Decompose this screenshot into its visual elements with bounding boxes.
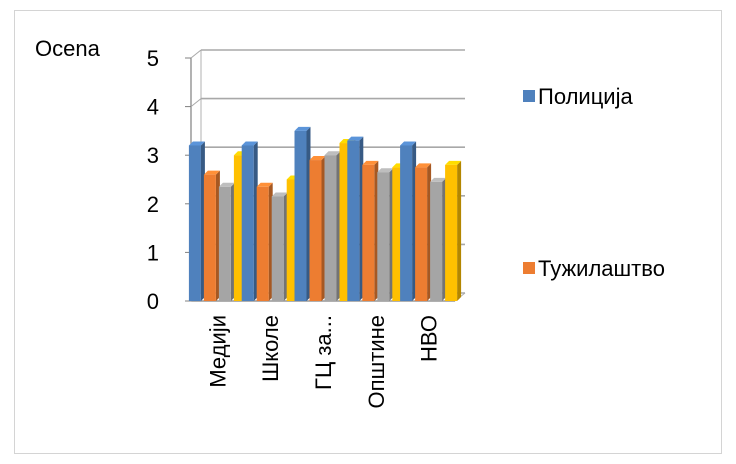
y-tick-label: 4 [147, 95, 159, 120]
legend-item: Полиција [523, 84, 633, 109]
bar [377, 168, 394, 301]
bar-front [324, 155, 337, 301]
bar [347, 136, 364, 301]
legend-item: Тужилаштво [523, 256, 665, 281]
bar-top [256, 182, 273, 187]
bar-top [294, 126, 311, 131]
bars [188, 126, 462, 302]
bar-top [203, 170, 220, 175]
y-tick-label: 3 [147, 143, 159, 168]
bar-top [415, 163, 432, 168]
y-axis-label: Ocena [35, 36, 101, 61]
bar-front [445, 164, 458, 301]
bar [203, 170, 220, 301]
legend-label: Полиција [538, 84, 633, 109]
bar-front [256, 186, 269, 301]
legend-swatch [523, 90, 535, 102]
bar-top [430, 177, 447, 182]
bar-front [362, 164, 375, 301]
bar-top [400, 141, 417, 146]
bar-front [377, 172, 390, 301]
bar [188, 141, 205, 301]
bar-front [188, 145, 201, 301]
bar-top [188, 141, 205, 146]
bar [400, 141, 417, 301]
y-axis-ticks: 0 1 2 3 4 5 [147, 46, 191, 314]
bar-top [445, 160, 462, 165]
bar-front [415, 167, 428, 301]
bar-top [324, 151, 341, 156]
bar-front [218, 186, 231, 301]
y-tick-label: 2 [147, 192, 159, 217]
bar [445, 160, 462, 301]
bar [241, 141, 258, 301]
bar-front [347, 140, 360, 301]
bar [362, 160, 379, 301]
bar [294, 126, 311, 302]
bar [430, 177, 447, 301]
legend-swatch [523, 262, 535, 274]
x-axis-labels: Медији Школе ГЦ за... Општине НВО [205, 315, 441, 408]
bar [415, 163, 432, 301]
bar [271, 192, 288, 301]
gridline-diagonal [190, 49, 202, 59]
bar-top [241, 141, 258, 146]
bar-top [218, 182, 235, 187]
x-tick-label: Медији [205, 315, 230, 388]
bar-top [377, 168, 394, 173]
bar-front [203, 174, 216, 301]
bar [218, 182, 235, 301]
bar [256, 182, 273, 301]
x-tick-label: Општине [364, 315, 389, 408]
y-tick-label: 1 [147, 240, 159, 265]
x-tick-label: НВО [417, 315, 442, 362]
bar [309, 156, 326, 301]
bar-top [309, 156, 326, 161]
bar-front [271, 196, 284, 301]
gridline-diagonal [190, 98, 202, 107]
bar-top [362, 160, 379, 165]
legend: Полиција Тужилаштво [523, 84, 665, 281]
y-tick-label: 0 [147, 289, 159, 314]
bar-front [309, 160, 322, 301]
bar-front [400, 145, 413, 301]
chart: 0 1 2 3 4 5 Медији Школе ГЦ за... Општине НВО Oce… [35, 36, 665, 408]
bar [324, 151, 341, 301]
y-tick-label: 5 [147, 46, 159, 71]
bar-front [430, 181, 443, 301]
legend-label: Тужилаштво [538, 256, 665, 281]
x-tick-label: Школе [258, 315, 283, 382]
bar-front [294, 130, 307, 301]
bar-top [271, 192, 288, 197]
bar-front [241, 145, 254, 301]
x-tick-label: ГЦ за... [311, 315, 336, 390]
bar-side [457, 160, 462, 301]
chart-frame: 0 1 2 3 4 5 Медији Школе ГЦ за... Општине НВО Oce… [14, 10, 722, 454]
bar-top [347, 136, 364, 141]
